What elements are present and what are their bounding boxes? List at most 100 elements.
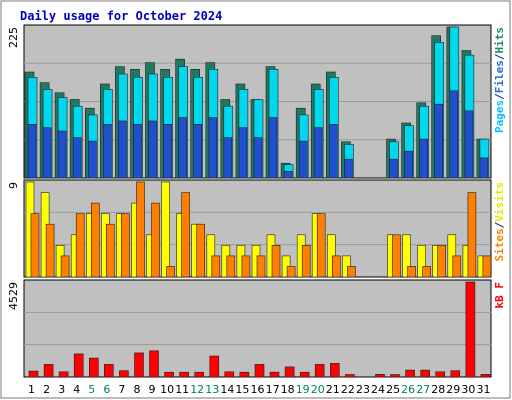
x-tick-label: 4 (73, 383, 80, 396)
panel-hits-ymax-label: 225 (7, 27, 20, 48)
panel-visits-ymax-label: 9 (7, 182, 20, 189)
x-tick-label: 13 (205, 383, 219, 396)
bar-visits-sites-day-29 (452, 255, 462, 278)
bar-hits-pages-day-5 (88, 140, 97, 179)
bar-visits-sites-day-26 (407, 266, 416, 278)
bar-kbf-kb-f-day-8 (134, 352, 144, 378)
bar-kbf-kb-f-day-11 (179, 371, 189, 378)
bar-visits-sites-day-10 (166, 266, 175, 278)
x-tick-label: 30 (461, 383, 475, 396)
panel-kbf-ymax-label: 4529 (7, 282, 20, 310)
x-tick-label: 25 (386, 383, 400, 396)
x-tick-label: 8 (134, 383, 141, 396)
bar-visits-sites-day-17 (271, 245, 281, 278)
x-tick-label: 1 (28, 383, 35, 396)
bar-hits-pages-day-14 (223, 137, 233, 179)
x-tick-label: 15 (235, 383, 249, 396)
bar-hits-pages-day-9 (148, 120, 157, 179)
bar-hits-pages-day-19 (298, 140, 308, 179)
legend-entry: / (493, 93, 506, 100)
bar-visits-sites-day-12 (196, 223, 205, 278)
bar-kbf-kb-f-day-10 (164, 371, 174, 378)
bar-visits-sites-day-25 (392, 234, 401, 278)
bar-hits-pages-day-30 (464, 110, 474, 179)
legend-entry: Sites (493, 228, 506, 261)
bar-kbf-kb-f-day-28 (435, 371, 446, 378)
x-tick-label: 3 (58, 383, 65, 396)
bar-hits-pages-day-27 (419, 138, 429, 179)
bar-visits-visits-day-10 (161, 181, 170, 278)
bar-visits-sites-day-14 (226, 255, 236, 278)
bar-visits-sites-day-18 (286, 266, 296, 278)
bar-visits-sites-day-27 (422, 266, 432, 278)
panel-hits-legend: Pages/Files/Hits (493, 27, 506, 133)
bar-kbf-kb-f-day-3 (58, 371, 69, 378)
bar-kbf-kb-f-day-7 (119, 370, 129, 378)
bar-kbf-kb-f-day-4 (73, 353, 84, 378)
bar-kbf-kb-f-day-20 (314, 364, 325, 378)
legend-entry: / (493, 53, 506, 60)
legend-entry: / (493, 221, 506, 228)
bar-kbf-kb-f-day-1 (28, 370, 39, 378)
bar-kbf-kb-f-day-2 (43, 364, 54, 378)
x-tick-label: 23 (356, 383, 370, 396)
x-tick-label: 24 (371, 383, 385, 396)
bar-visits-sites-day-6 (106, 223, 115, 278)
x-tick-label: 18 (281, 383, 295, 396)
bar-visits-sites-day-16 (256, 255, 266, 278)
bar-hits-pages-day-28 (434, 103, 444, 179)
x-tick-label: 19 (296, 383, 310, 396)
bar-hits-pages-day-26 (404, 150, 413, 179)
legend-entry: Hits (493, 27, 506, 54)
x-tick-label: 26 (401, 383, 415, 396)
bar-hits-pages-day-4 (72, 137, 82, 179)
bar-kbf-kb-f-day-21 (329, 363, 340, 378)
panel-visits-legend: Sites/Visits (493, 182, 506, 262)
x-tick-label: 9 (149, 383, 156, 396)
panel-kbf-background (23, 279, 492, 378)
bar-visits-sites-day-9 (151, 202, 160, 278)
bar-hits-pages-day-15 (238, 127, 248, 179)
x-tick-label: 29 (446, 383, 460, 396)
bar-hits-pages-day-6 (103, 124, 112, 179)
bar-kbf-kb-f-day-17 (269, 371, 280, 378)
bar-visits-sites-day-28 (437, 245, 447, 278)
bar-visits-sites-day-2 (45, 223, 55, 278)
x-tick-label: 12 (190, 383, 204, 396)
bar-visits-sites-day-1 (30, 213, 40, 278)
bar-hits-pages-day-1 (27, 124, 37, 179)
bar-kbf-kb-f-day-31 (480, 373, 491, 378)
legend-entry: Files (493, 60, 506, 93)
bar-kbf-kb-f-day-29 (450, 370, 461, 378)
bar-kbf-kb-f-day-22 (345, 374, 355, 378)
bar-visits-sites-day-4 (75, 213, 85, 278)
bar-visits-sites-day-15 (241, 255, 251, 278)
x-tick-label: 7 (118, 383, 125, 396)
legend-entry: kB F (493, 282, 506, 309)
x-tick-label: 20 (311, 383, 325, 396)
bar-visits-sites-day-19 (301, 245, 311, 278)
bar-visits-sites-day-7 (121, 213, 130, 278)
bar-visits-sites-day-13 (211, 255, 221, 278)
bar-visits-visits-day-27 (417, 245, 427, 278)
panel-kbf-legend: kB F (493, 282, 506, 309)
bar-hits-pages-day-16 (253, 137, 263, 179)
bar-visits-sites-day-30 (467, 192, 477, 278)
legend-entry: Pages (493, 100, 506, 133)
bar-hits-pages-day-3 (57, 130, 67, 179)
bar-kbf-kb-f-day-25 (390, 374, 400, 378)
bar-hits-pages-day-8 (133, 124, 142, 179)
x-tick-label: 31 (477, 383, 491, 396)
bar-visits-sites-day-3 (60, 255, 70, 278)
bar-kbf-kb-f-day-19 (299, 371, 310, 378)
bar-kbf-kb-f-day-13 (209, 355, 220, 378)
bar-hits-pages-day-21 (328, 124, 338, 179)
legend-entry: Visits (493, 182, 506, 222)
bar-kbf-kb-f-day-26 (405, 369, 415, 378)
x-tick-label: 17 (266, 383, 280, 396)
bar-visits-sites-day-21 (331, 255, 341, 278)
x-tick-label: 21 (326, 383, 340, 396)
x-tick-label: 28 (431, 383, 445, 396)
bar-kbf-kb-f-day-16 (254, 364, 265, 378)
